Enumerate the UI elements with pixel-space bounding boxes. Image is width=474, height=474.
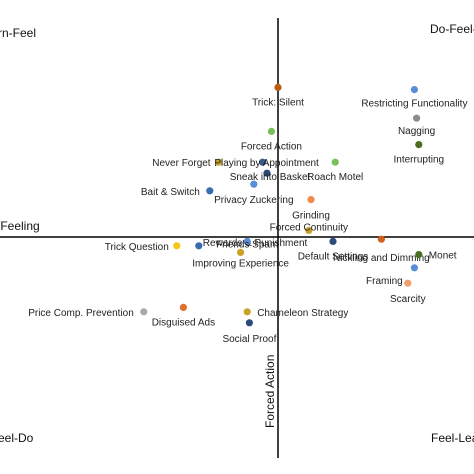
point-label-forced-action: Forced Action [241,141,302,152]
point-label-privacy-zuckering: Privacy Zuckering [214,195,293,206]
point-rewards-punishment [195,242,203,250]
point-label-trick-question: Trick Question [105,242,169,253]
point-never-forget [215,158,223,166]
point-label-roach-motel: Roach Motel [307,172,363,183]
point-label-interrupting: Interrupting [394,155,445,166]
point-price-comp-prevention [140,308,148,316]
point-label-chameleon-strategy: Chameleon Strategy [257,308,348,319]
point-grinding [307,196,315,204]
point-label-sneak-into-basket: Sneak into Basket [230,172,311,183]
corner-label-bottom-right: Feel-Lea [431,431,474,445]
point-label-disguised-ads: Disguised Ads [152,317,215,328]
point-label-playing-by-appointment: Playing by Appointment [214,158,319,169]
points-layer: Trick: Silent Restricting Functionality Na… [28,83,467,345]
point-nagging [413,114,421,122]
point-social-proof [245,319,253,327]
point-nickling-and-dimming [377,235,385,243]
point-label-social-proof: Social Proof [222,334,276,345]
point-monet [415,251,423,259]
corner-label-bottom-left: eel-Do [0,431,34,445]
point-label-price-comp-prevention: Price Comp. Prevention [28,308,134,319]
point-forced-continuity [305,226,313,234]
point-privacy-zuckering [250,180,258,188]
point-label-framing: Framing [366,276,403,287]
point-friends-spam [243,237,251,245]
point-label-default-settings: Default Settings [298,251,369,262]
point-disguised-ads [179,303,187,311]
x-axis-label-left: /Feeling [0,219,40,233]
point-label-monet: Monet [429,251,457,262]
point-trick-silent [274,83,282,91]
point-framing [410,264,418,272]
point-default-settings [329,237,337,245]
point-label-restricting-functionality: Restricting Functionality [361,99,467,110]
point-chameleon-strategy [243,308,251,316]
point-label-never-forget: Never Forget [152,158,211,169]
point-sneak-into-basket [263,169,271,177]
point-label-nagging: Nagging [398,126,435,137]
point-restricting-functionality [410,86,418,94]
point-label-scarcity: Scarcity [390,294,426,305]
point-improving-experience [237,248,245,256]
point-label-nickling-and-dimming: Nickling and Dimming [333,253,430,264]
point-scarcity [404,279,412,287]
point-playing-by-appointment [259,158,267,166]
point-label-grinding: Grinding [292,211,330,222]
point-label-forced-continuity: Forced Continuity [270,222,348,233]
corner-label-top-right: Do-Feel- [430,22,474,36]
point-trick-question [173,242,181,250]
point-label-rewards-punishment: Rewards & Punishment [203,238,308,249]
point-label-friends-spam: Friends Spam [216,239,278,250]
point-label-trick-silent: Trick: Silent [252,97,304,108]
point-label-improving-experience: Improving Experience [192,258,289,269]
point-bait-switch [206,187,214,195]
point-label-bait-switch: Bait & Switch [141,187,200,198]
corner-label-top-left: rn-Feel [0,26,36,40]
point-forced-action [267,127,275,135]
point-roach-motel [331,158,339,166]
y-axis-label-bottom: Forced Action [263,355,277,428]
point-interrupting [415,141,423,149]
